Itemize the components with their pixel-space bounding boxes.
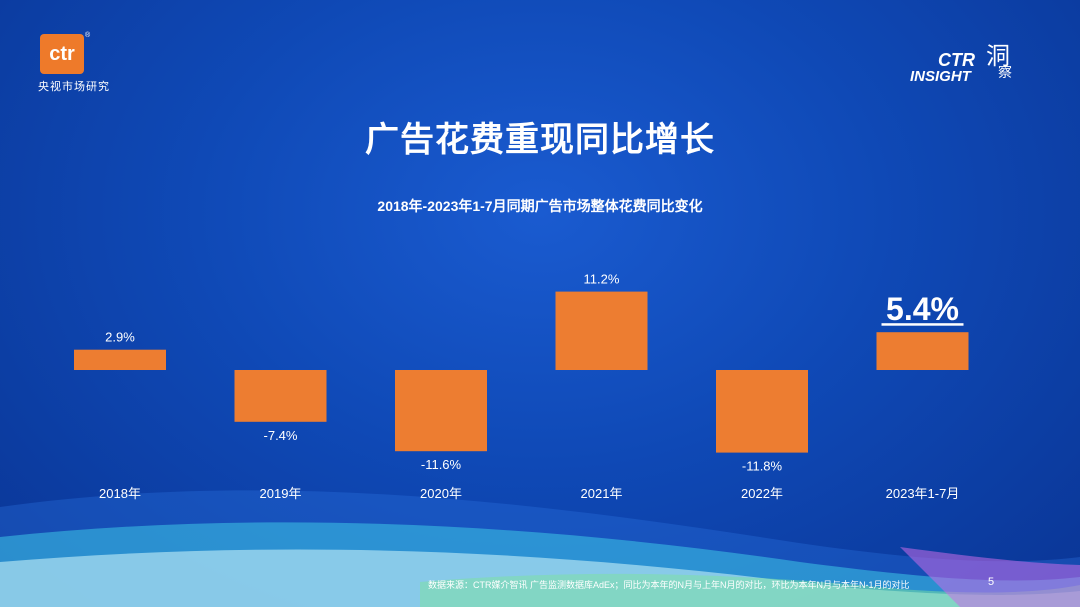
bar-0 xyxy=(74,349,166,370)
highlight-underline xyxy=(881,323,964,326)
category-label-0: 2018年 xyxy=(99,486,141,501)
page-number: 5 xyxy=(988,576,995,588)
insight-logo-han2: 察 xyxy=(998,65,1012,81)
registered-mark: ® xyxy=(85,32,91,39)
data-label-0: 2.9% xyxy=(105,330,135,345)
category-label-1: 2019年 xyxy=(260,486,302,501)
insight-logo-insight: INSIGHT xyxy=(910,68,971,85)
ctr-insight-logo: CTR INSIGHT 洞 察 xyxy=(910,36,1040,96)
chart-title: 2018年-2023年1-7月同期广告市场整体花费同比变化 xyxy=(377,198,703,214)
page-title: 广告花费重现同比增长 xyxy=(365,121,715,159)
data-label-1: -7.4% xyxy=(264,428,298,443)
ctr-logo-subtitle: 央视市场研究 xyxy=(38,81,110,93)
data-label-5: 5.4% xyxy=(886,291,959,327)
category-label-2: 2020年 xyxy=(420,486,462,501)
category-label-5: 2023年1-7月 xyxy=(886,486,960,501)
insight-logo-han1: 洞 xyxy=(986,42,1010,70)
category-label-4: 2022年 xyxy=(741,486,783,501)
data-label-3: 11.2% xyxy=(584,272,620,287)
bar-4 xyxy=(716,370,808,453)
insight-logo-ctr: CTR xyxy=(938,50,975,70)
bar-1 xyxy=(234,370,327,422)
category-label-3: 2021年 xyxy=(581,486,623,501)
data-source-footnote: 数据来源：CTR媒介智讯 广告监测数据库AdEx；同比为本年的N月与上年N月的对… xyxy=(428,580,910,590)
ctr-logo: ctr ® 央视市场研究 xyxy=(38,32,128,96)
data-label-2: -11.6% xyxy=(421,457,462,472)
bar-2 xyxy=(395,370,487,452)
data-label-4: -11.8% xyxy=(742,459,783,474)
bar-5 xyxy=(876,332,969,370)
ctr-logo-mark: ctr xyxy=(40,34,84,74)
decorative-waves xyxy=(0,490,1080,607)
bar-3 xyxy=(555,291,648,370)
